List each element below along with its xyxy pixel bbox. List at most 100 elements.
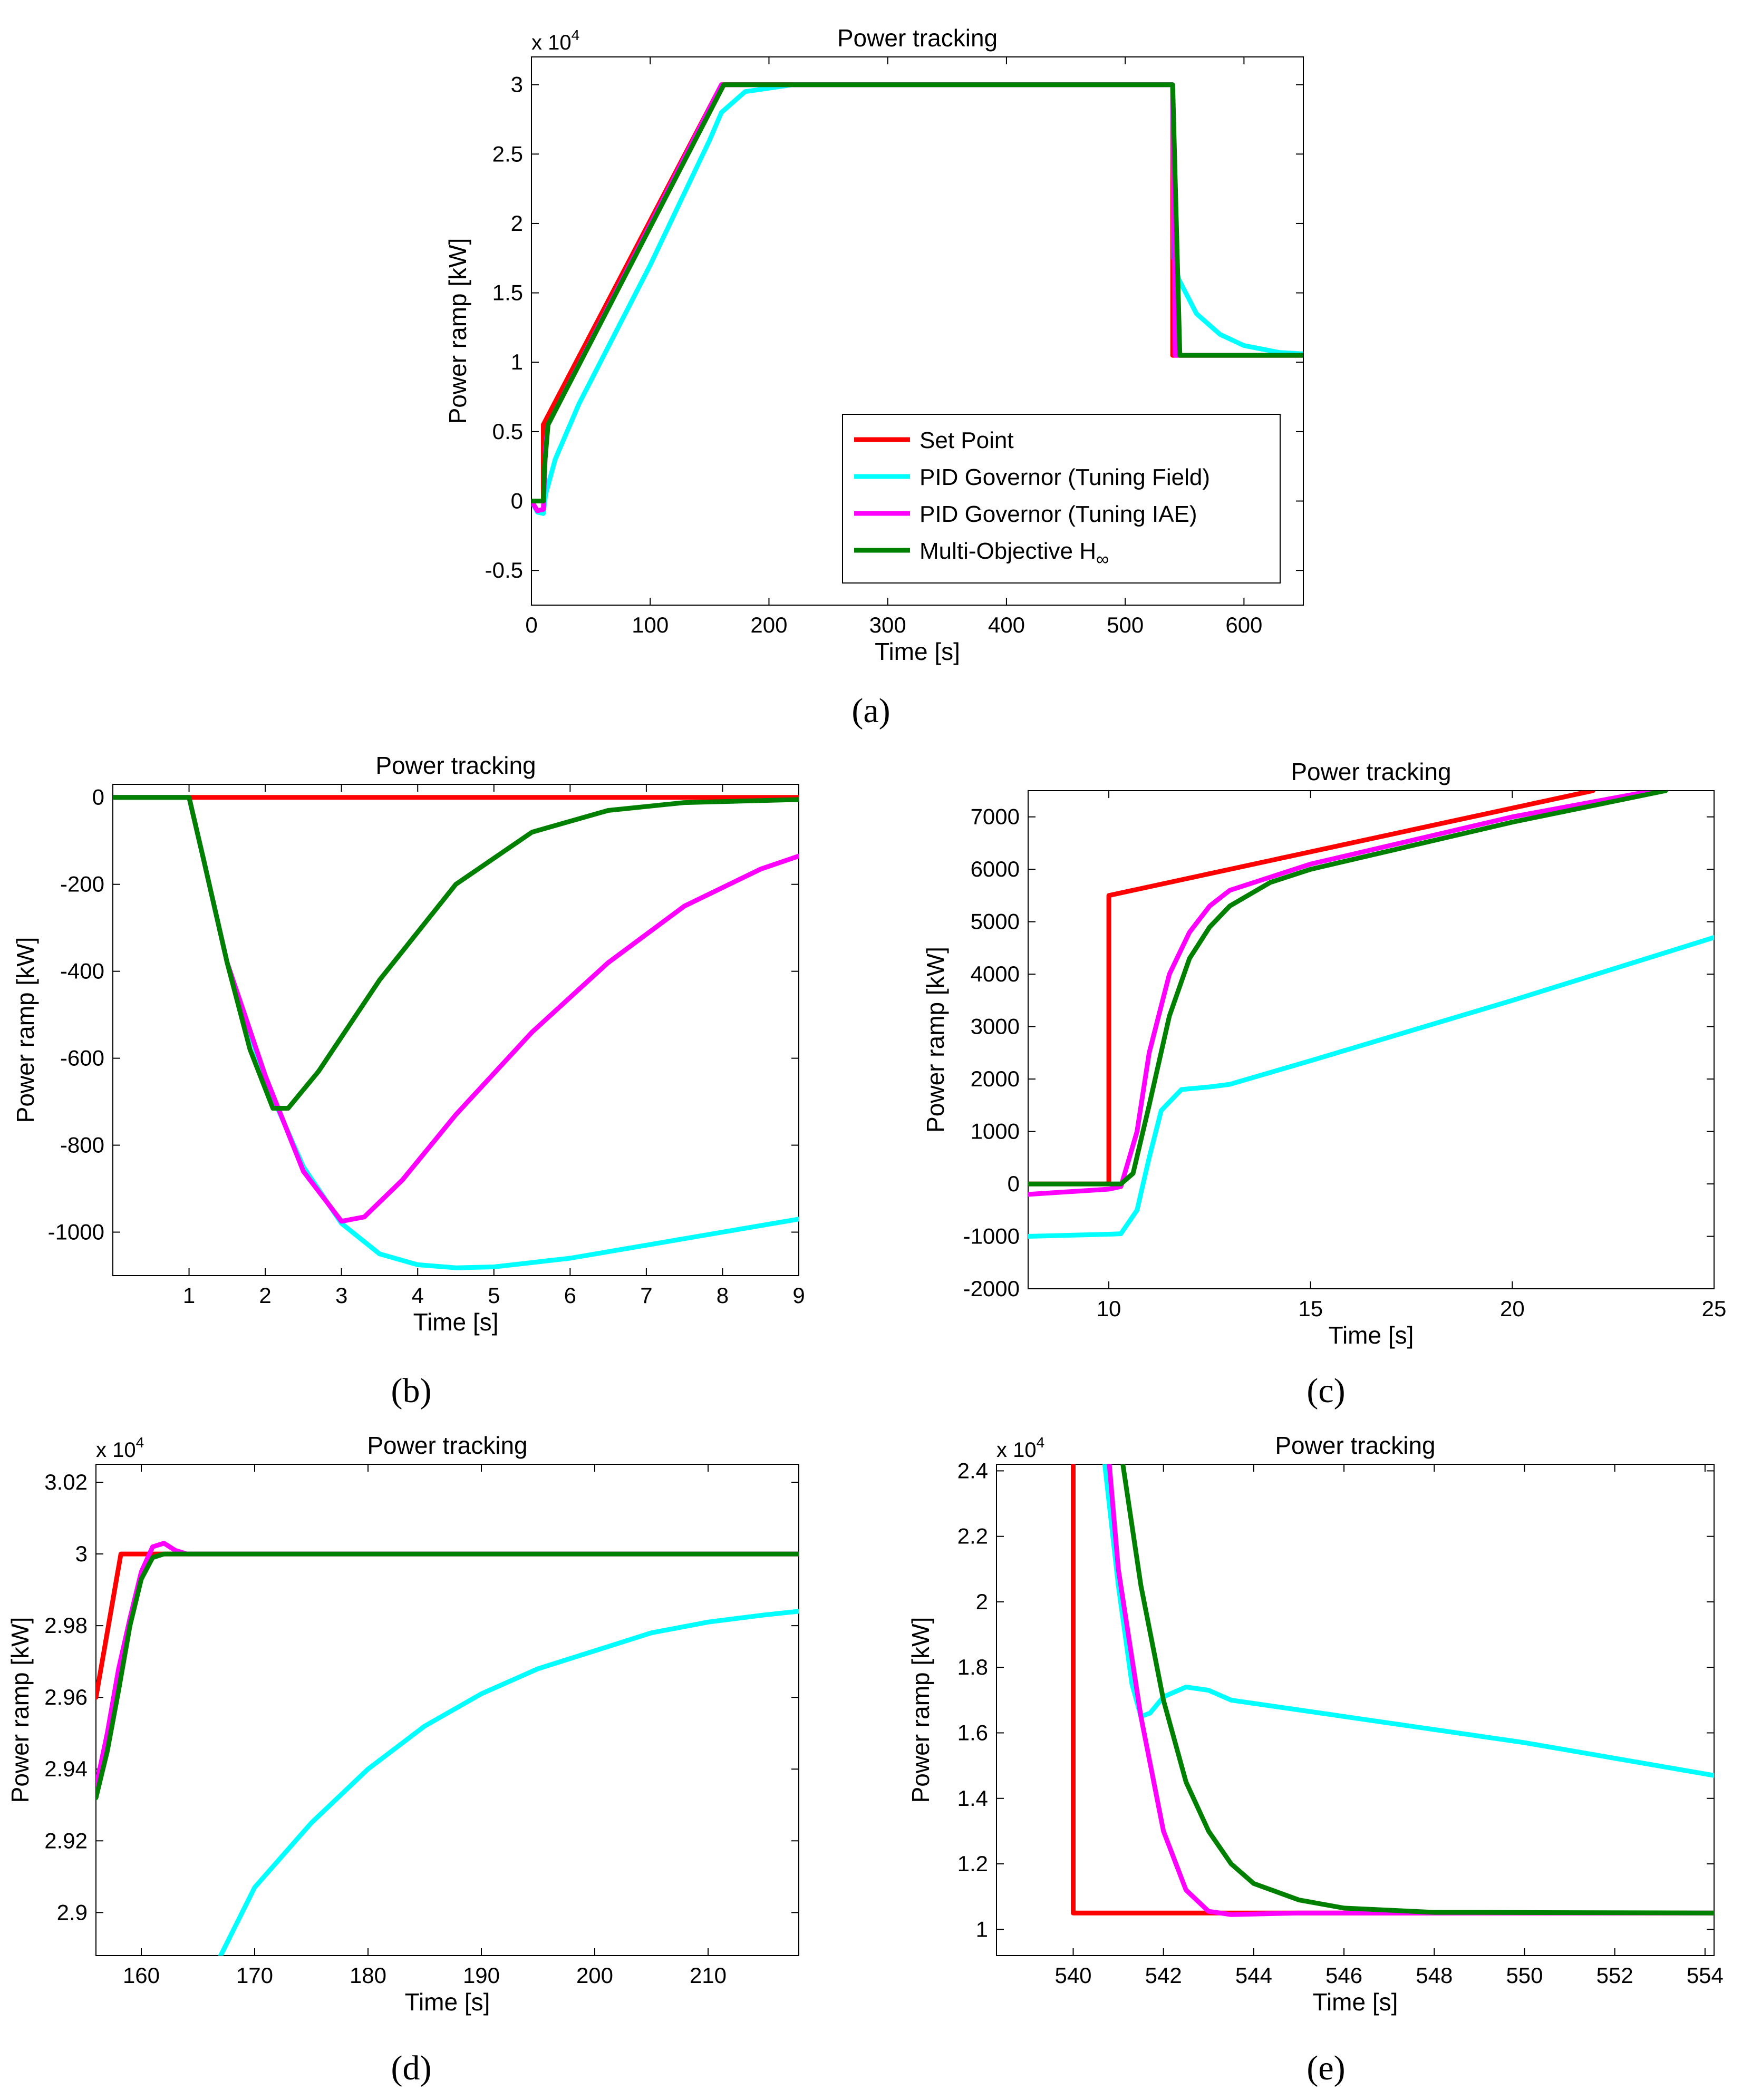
plot-area-b [112,784,799,1276]
multiplier-base: x 10 [96,1438,136,1462]
x-tick-label: 5 [488,1283,500,1308]
x-tick-label: 200 [750,612,787,637]
x-tick-label: 552 [1596,1963,1633,1988]
legend: Set Point PID Governor (Tuning Field) PID … [842,414,1281,584]
y-tick-label: 2000 [971,1066,1020,1091]
x-tick-label: 160 [123,1963,160,1988]
x-axis-label: Time [s] [405,1988,490,2016]
series-line-mo-hinf [531,82,1303,503]
x-axis-label: Time [s] [1329,1321,1414,1349]
x-tick-label: 170 [236,1963,273,1988]
y-tick-label: 1.5 [492,280,523,305]
chart-title: Power tracking [375,752,536,779]
y-tick-label: -200 [60,872,104,897]
x-tick-label: 10 [1097,1296,1121,1321]
chart-title: Power tracking [367,1432,527,1459]
x-tick-label: 100 [632,612,669,637]
caption-b: (b) [391,1372,432,1410]
y-tick-label: 1000 [971,1119,1020,1144]
x-tick-label: 20 [1500,1296,1525,1321]
legend-label-text: Multi-Objective H [920,538,1096,564]
x-tick-label: 600 [1225,612,1262,637]
x-tick-label: 7 [640,1283,652,1308]
chart-panel-b: (b) 1 2 3 4 5 6 7 8 9 -1000 -800 -600 -400 -200 0 Power… [12,752,805,1410]
series-line-mo-hinf [1120,1464,1714,1916]
y-tick-label: 2.2 [957,1524,988,1549]
chart-panel-e: (e) 540 542 544 546 548 550 552 554 1 1.2 1.4 1.6 1.… [907,1432,1724,2087]
series-line-pid-field [218,1609,799,1956]
x-tick-label: 9 [792,1283,805,1308]
y-tick-label: 3 [75,1541,88,1566]
series-line-pid-iae [1028,791,1656,1197]
y-tick-label: 1.4 [957,1786,988,1811]
y-tick-label: 0 [1008,1171,1020,1196]
series-line-pid-iae [1107,1464,1714,1917]
x-tick-label: 180 [350,1963,386,1988]
plot-area-d [95,1464,799,1956]
y-tick-label: 4000 [971,961,1020,986]
x-tick-label: 550 [1506,1963,1543,1988]
multiplier-exponent: 4 [136,1434,144,1451]
legend-label-text: PID Governor (Tuning IAE) [920,501,1197,527]
y-axis-label: Power ramp [kW] [6,1617,34,1803]
y-axis-multiplier: x 104 [531,27,579,54]
y-tick-label: -800 [60,1133,104,1158]
plot-area-e [996,1464,1715,1956]
chart-panel-d: (d) 160 170 180 190 200 210 2.9 2.92 2.94 2.96 2.9… [6,1432,799,2087]
y-tick-label: 2.4 [957,1458,988,1483]
chart-panel-c: (c) 10 15 20 25 -2000 -1000 0 1000 2000 3000 4000 5… [922,758,1726,1410]
x-tick-label: 500 [1107,612,1144,637]
x-axis-label: Time [s] [413,1308,499,1336]
legend-label-text: Set Point [920,427,1014,453]
y-tick-label: 2.98 [44,1613,88,1638]
caption-d: (d) [391,2049,432,2087]
x-tick-label: 15 [1298,1296,1323,1321]
y-tick-label: 0 [92,785,104,810]
y-tick-label: 3000 [971,1014,1020,1039]
chart-title: Power tracking [1275,1432,1435,1459]
x-tick-label: 546 [1325,1963,1362,1988]
y-tick-label: -1000 [48,1220,104,1245]
series-line-pid-field [1028,935,1714,1239]
series-line-mo-hinf [113,795,799,1111]
y-axis-multiplier: x 104 [96,1434,144,1462]
y-tick-label: 6000 [971,857,1020,881]
y-tick-label: 1.8 [957,1655,988,1679]
y-tick-label: -1000 [963,1224,1020,1249]
y-tick-label: 1 [976,1917,988,1941]
legend-label-pid-iae: PID Governor (Tuning IAE) [920,501,1197,527]
x-tick-label: 554 [1687,1963,1724,1988]
series-line-pid-field [1102,1464,1714,1778]
legend-label-set-point: Set Point [920,427,1014,453]
y-tick-label: 1.2 [957,1851,988,1876]
y-tick-label: 0 [511,489,523,513]
y-axis-multiplier: x 104 [996,1434,1044,1462]
x-tick-label: 544 [1235,1963,1272,1988]
y-tick-label: 2.92 [44,1828,88,1853]
y-tick-label: 2.96 [44,1685,88,1709]
x-tick-label: 210 [690,1963,727,1988]
x-tick-label: 8 [717,1283,729,1308]
legend-label-pid-field: PID Governor (Tuning Field) [920,464,1210,490]
x-tick-label: 6 [564,1283,576,1308]
x-tick-label: 4 [412,1283,424,1308]
x-tick-label: 2 [259,1283,271,1308]
legend-label-text: PID Governor (Tuning Field) [920,464,1210,490]
multiplier-exponent: 4 [572,27,580,43]
legend-subscript: ∞ [1096,549,1109,569]
x-tick-label: 300 [869,612,906,637]
x-tick-label: 0 [525,612,537,637]
chart-panel-a: (a) 0 100 200 300 400 500 600 -0.5 0 0.5 1 1.5 2 2.5 3… [444,24,1304,730]
x-tick-label: 400 [988,612,1025,637]
y-tick-label: -2000 [963,1276,1020,1301]
y-axis-label: Power ramp [kW] [907,1617,934,1803]
caption-a: (a) [851,692,890,730]
y-axis-label: Power ramp [kW] [444,238,471,424]
y-tick-label: 2.94 [44,1756,88,1781]
multiplier-base: x 10 [996,1438,1037,1462]
y-tick-label: 3 [511,72,523,97]
x-tick-label: 548 [1416,1963,1453,1988]
x-tick-label: 200 [576,1963,613,1988]
y-tick-label: 1 [511,349,523,374]
